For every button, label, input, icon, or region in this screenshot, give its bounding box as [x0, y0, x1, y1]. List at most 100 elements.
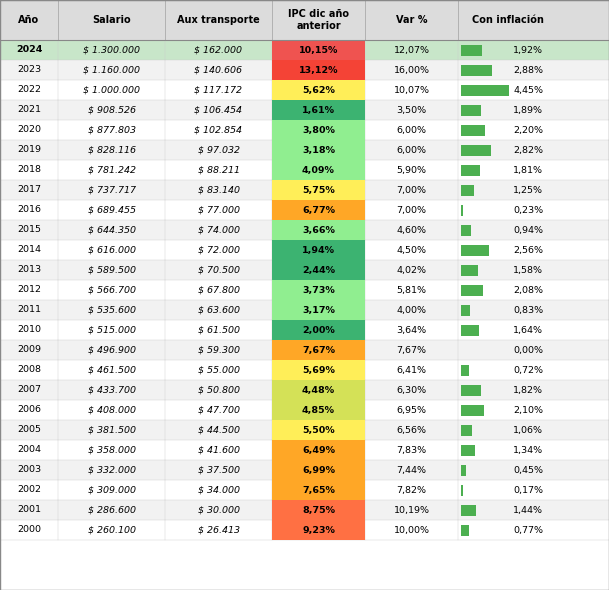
Text: $ 37.500: $ 37.500: [197, 466, 239, 474]
Text: Var %: Var %: [396, 15, 428, 25]
Text: $ 106.454: $ 106.454: [194, 106, 242, 114]
Text: 6,49%: 6,49%: [302, 445, 335, 454]
Bar: [0, 320, 609, 340]
Bar: [461, 324, 479, 336]
Text: $ 77.000: $ 77.000: [197, 205, 239, 215]
Text: 2010: 2010: [17, 326, 41, 335]
Text: 6,00%: 6,00%: [396, 126, 426, 135]
Text: 5,62%: 5,62%: [302, 86, 335, 94]
Bar: [272, 60, 365, 80]
Text: 7,82%: 7,82%: [396, 486, 426, 494]
Bar: [0, 300, 609, 320]
Text: 0,83%: 0,83%: [513, 306, 543, 314]
Text: $ 496.900: $ 496.900: [88, 346, 135, 355]
Bar: [0, 220, 609, 240]
Text: 5,81%: 5,81%: [396, 286, 426, 294]
Text: $ 689.455: $ 689.455: [88, 205, 135, 215]
Text: $ 515.000: $ 515.000: [88, 326, 135, 335]
Text: 3,73%: 3,73%: [302, 286, 335, 294]
Text: 2004: 2004: [17, 445, 41, 454]
Text: $ 26.413: $ 26.413: [197, 526, 239, 535]
Bar: [0, 440, 609, 460]
Text: $ 162.000: $ 162.000: [194, 45, 242, 54]
Bar: [461, 385, 481, 395]
Text: $ 260.100: $ 260.100: [88, 526, 135, 535]
Text: 2013: 2013: [17, 266, 41, 274]
Text: 2015: 2015: [17, 225, 41, 234]
Bar: [0, 460, 609, 480]
Text: 2,00%: 2,00%: [302, 326, 335, 335]
Text: 3,64%: 3,64%: [396, 326, 426, 335]
Text: $ 67.800: $ 67.800: [197, 286, 239, 294]
Bar: [272, 520, 365, 540]
Text: $ 140.606: $ 140.606: [194, 65, 242, 74]
Bar: [272, 480, 365, 500]
Text: 7,65%: 7,65%: [302, 486, 335, 494]
Bar: [0, 180, 609, 200]
Bar: [0, 60, 609, 80]
Bar: [0, 380, 609, 400]
Text: $ 47.700: $ 47.700: [197, 405, 239, 415]
Bar: [0, 40, 609, 60]
Bar: [272, 300, 365, 320]
Text: 2006: 2006: [17, 405, 41, 415]
Text: 6,99%: 6,99%: [302, 466, 335, 474]
Text: 1,81%: 1,81%: [513, 166, 543, 175]
Text: 7,83%: 7,83%: [396, 445, 426, 454]
Bar: [0, 480, 609, 500]
Text: 1,61%: 1,61%: [302, 106, 335, 114]
Bar: [461, 64, 492, 76]
Text: 6,30%: 6,30%: [396, 385, 426, 395]
Text: 7,67%: 7,67%: [302, 346, 335, 355]
Text: 1,34%: 1,34%: [513, 445, 543, 454]
Text: $ 1.300.000: $ 1.300.000: [83, 45, 140, 54]
Bar: [0, 0, 609, 40]
Text: $ 30.000: $ 30.000: [197, 506, 239, 514]
Text: 10,15%: 10,15%: [299, 45, 338, 54]
Bar: [0, 140, 609, 160]
Text: $ 644.350: $ 644.350: [88, 225, 135, 234]
Text: $ 781.242: $ 781.242: [88, 166, 135, 175]
Text: 10,07%: 10,07%: [393, 86, 429, 94]
Text: 6,56%: 6,56%: [396, 425, 426, 434]
Text: 1,64%: 1,64%: [513, 326, 543, 335]
Text: $ 535.600: $ 535.600: [88, 306, 135, 314]
Text: 4,45%: 4,45%: [513, 86, 543, 94]
Text: 6,41%: 6,41%: [396, 365, 426, 375]
Bar: [272, 80, 365, 100]
Text: 0,23%: 0,23%: [513, 205, 543, 215]
Bar: [0, 120, 609, 140]
Bar: [0, 500, 609, 520]
Text: $ 74.000: $ 74.000: [197, 225, 239, 234]
Text: 2019: 2019: [17, 146, 41, 155]
Text: $ 616.000: $ 616.000: [88, 245, 135, 254]
Bar: [0, 200, 609, 220]
Bar: [461, 185, 474, 195]
Text: 10,00%: 10,00%: [393, 526, 429, 535]
Bar: [272, 100, 365, 120]
Text: 2,88%: 2,88%: [513, 65, 543, 74]
Text: 2,20%: 2,20%: [513, 126, 543, 135]
Bar: [0, 400, 609, 420]
Text: $ 566.700: $ 566.700: [88, 286, 135, 294]
Text: $ 461.500: $ 461.500: [88, 365, 135, 375]
Text: 4,85%: 4,85%: [302, 405, 335, 415]
Text: 8,75%: 8,75%: [302, 506, 335, 514]
Text: $ 286.600: $ 286.600: [88, 506, 135, 514]
Text: 2,44%: 2,44%: [302, 266, 335, 274]
Bar: [0, 420, 609, 440]
Bar: [461, 225, 471, 235]
Text: $ 50.800: $ 50.800: [197, 385, 239, 395]
Bar: [0, 340, 609, 360]
Bar: [272, 280, 365, 300]
Text: $ 83.140: $ 83.140: [197, 185, 239, 195]
Text: $ 828.116: $ 828.116: [88, 146, 135, 155]
Text: 1,92%: 1,92%: [513, 45, 543, 54]
Text: 2005: 2005: [17, 425, 41, 434]
Bar: [461, 44, 482, 55]
Text: 2018: 2018: [17, 166, 41, 175]
Bar: [461, 145, 491, 156]
Bar: [0, 260, 609, 280]
Text: 1,06%: 1,06%: [513, 425, 543, 434]
Bar: [272, 340, 365, 360]
